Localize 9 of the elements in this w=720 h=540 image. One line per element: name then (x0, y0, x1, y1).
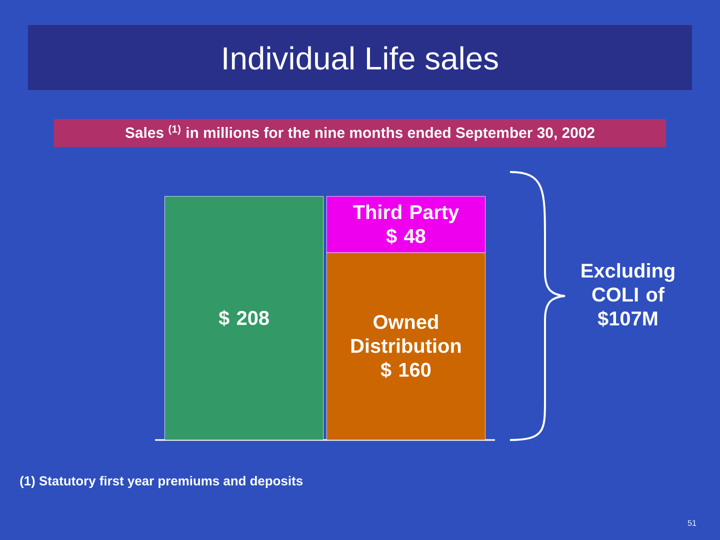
chart-title: Individual Life sales (224, 46, 498, 70)
chart-subtitle: Sales $^{(1)}$ in millions for the nine months ended September 30, 2002 (125, 125, 594, 141)
data-label: $ 48 (386, 228, 426, 244)
data-label: $ 160 (380, 362, 431, 378)
series-label: Third Party (353, 204, 459, 224)
series-label: Owned Distribution (351, 314, 461, 353)
text: (1) Statutory first year premiums and deposits (20, 476, 303, 488)
text: Excluding COLI of $107M (582, 263, 674, 327)
data-label: $ 208 (218, 310, 269, 326)
